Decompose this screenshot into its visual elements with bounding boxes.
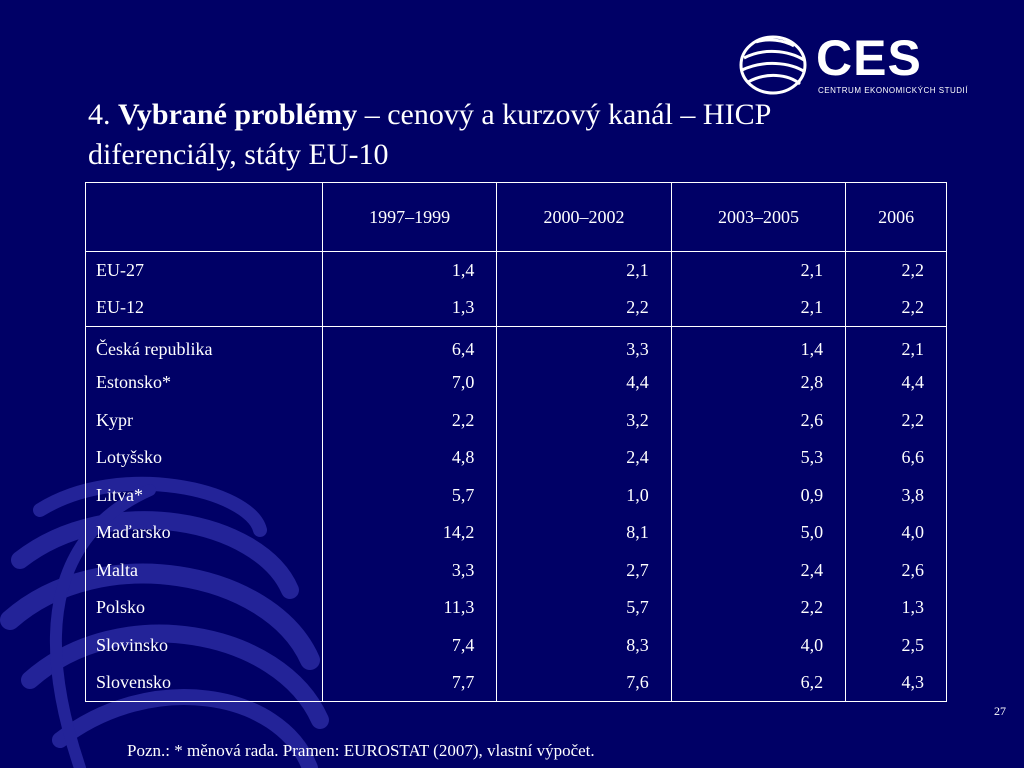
table-row: Česká republika 6,4 3,3 1,4 2,1 — [85, 326, 947, 364]
cell: 2,5 — [845, 626, 947, 664]
table-row: Polsko 11,3 5,7 2,2 1,3 — [85, 589, 947, 627]
row-label: Litva* — [85, 476, 323, 514]
cell: 5,7 — [496, 589, 672, 627]
header-cell — [85, 182, 323, 252]
table-row: Estonsko* 7,0 4,4 2,8 4,4 — [85, 364, 947, 402]
row-label: EU-27 — [85, 251, 323, 289]
row-label: Lotyšsko — [85, 439, 323, 477]
table-row: EU-12 1,3 2,2 2,1 2,2 — [85, 289, 947, 327]
row-label: Slovensko — [85, 664, 323, 702]
cell: 0,9 — [670, 476, 847, 514]
cell: 2,1 — [670, 289, 847, 327]
page-number: 27 — [994, 704, 1006, 718]
cell: 11,3 — [321, 589, 498, 627]
cell: 5,0 — [670, 514, 847, 552]
table-row: Kypr 2,2 3,2 2,6 2,2 — [85, 401, 947, 439]
cell: 4,4 — [845, 364, 947, 402]
header-cell: 2006 — [845, 182, 947, 252]
row-label: EU-12 — [85, 289, 323, 327]
logo-wordmark: CES — [816, 30, 922, 86]
cell: 1,3 — [321, 289, 498, 327]
cell: 4,8 — [321, 439, 498, 477]
header-cell: 2003–2005 — [670, 182, 847, 252]
cell: 2,6 — [845, 551, 947, 589]
cell: 2,2 — [845, 401, 947, 439]
cell: 1,0 — [496, 476, 672, 514]
row-label: Maďarsko — [85, 514, 323, 552]
cell: 2,1 — [845, 326, 947, 364]
ces-logo: CES CENTRUM EKONOMICKÝCH STUDIÍ — [738, 28, 978, 100]
cell: 2,1 — [496, 251, 672, 289]
cell: 6,6 — [845, 439, 947, 477]
cell: 7,4 — [321, 626, 498, 664]
table-row: Slovinsko 7,4 8,3 4,0 2,5 — [85, 626, 947, 664]
cell: 3,2 — [496, 401, 672, 439]
cell: 2,2 — [845, 251, 947, 289]
cell: 4,4 — [496, 364, 672, 402]
table-row: EU-27 1,4 2,1 2,1 2,2 — [85, 251, 947, 289]
cell: 2,2 — [496, 289, 672, 327]
cell: 3,3 — [321, 551, 498, 589]
cell: 3,3 — [496, 326, 672, 364]
cell: 7,7 — [321, 664, 498, 702]
row-label: Malta — [85, 551, 323, 589]
hicp-table: 1997–1999 2000–2002 2003–2005 2006 EU-27… — [85, 182, 947, 702]
cell: 2,7 — [496, 551, 672, 589]
cell: 5,3 — [670, 439, 847, 477]
cell: 3,8 — [845, 476, 947, 514]
cell: 1,4 — [321, 251, 498, 289]
table-header-row: 1997–1999 2000–2002 2003–2005 2006 — [85, 182, 947, 252]
header-cell: 2000–2002 — [496, 182, 672, 252]
logo-subtitle: CENTRUM EKONOMICKÝCH STUDIÍ — [818, 86, 968, 95]
globe-icon — [739, 35, 807, 95]
cell: 5,7 — [321, 476, 498, 514]
cell: 4,3 — [845, 664, 947, 702]
cell: 2,2 — [321, 401, 498, 439]
cell: 8,1 — [496, 514, 672, 552]
row-label: Česká republika — [85, 326, 323, 364]
cell: 14,2 — [321, 514, 498, 552]
table-row: Malta 3,3 2,7 2,4 2,6 — [85, 551, 947, 589]
row-label: Slovinsko — [85, 626, 323, 664]
cell: 8,3 — [496, 626, 672, 664]
cell: 2,4 — [496, 439, 672, 477]
table-row: Litva* 5,7 1,0 0,9 3,8 — [85, 476, 947, 514]
header-cell: 1997–1999 — [321, 182, 498, 252]
cell: 4,0 — [670, 626, 847, 664]
cell: 2,1 — [670, 251, 847, 289]
cell: 6,2 — [670, 664, 847, 702]
cell: 2,2 — [845, 289, 947, 327]
cell: 2,4 — [670, 551, 847, 589]
table-row: Slovensko 7,7 7,6 6,2 4,3 — [85, 664, 947, 702]
cell: 2,6 — [670, 401, 847, 439]
row-label: Polsko — [85, 589, 323, 627]
table-row: Maďarsko 14,2 8,1 5,0 4,0 — [85, 514, 947, 552]
cell: 4,0 — [845, 514, 947, 552]
footnote: Pozn.: * měnová rada. Pramen: EUROSTAT (… — [127, 741, 595, 760]
title-bold: Vybrané problémy — [118, 98, 358, 131]
row-label: Estonsko* — [85, 364, 323, 402]
cell: 2,8 — [670, 364, 847, 402]
cell: 7,0 — [321, 364, 498, 402]
cell: 1,3 — [845, 589, 947, 627]
title-number: 4. — [88, 98, 111, 131]
slide-title: 4. Vybrané problémy – cenový a kurzový k… — [88, 95, 888, 175]
cell: 1,4 — [670, 326, 847, 364]
row-label: Kypr — [85, 401, 323, 439]
title-rest: – cenový a kurzový kanál – HICP diferenc… — [88, 98, 771, 171]
cell: 2,2 — [670, 589, 847, 627]
cell: 7,6 — [496, 664, 672, 702]
cell: 6,4 — [321, 326, 498, 364]
table-row: Lotyšsko 4,8 2,4 5,3 6,6 — [85, 439, 947, 477]
